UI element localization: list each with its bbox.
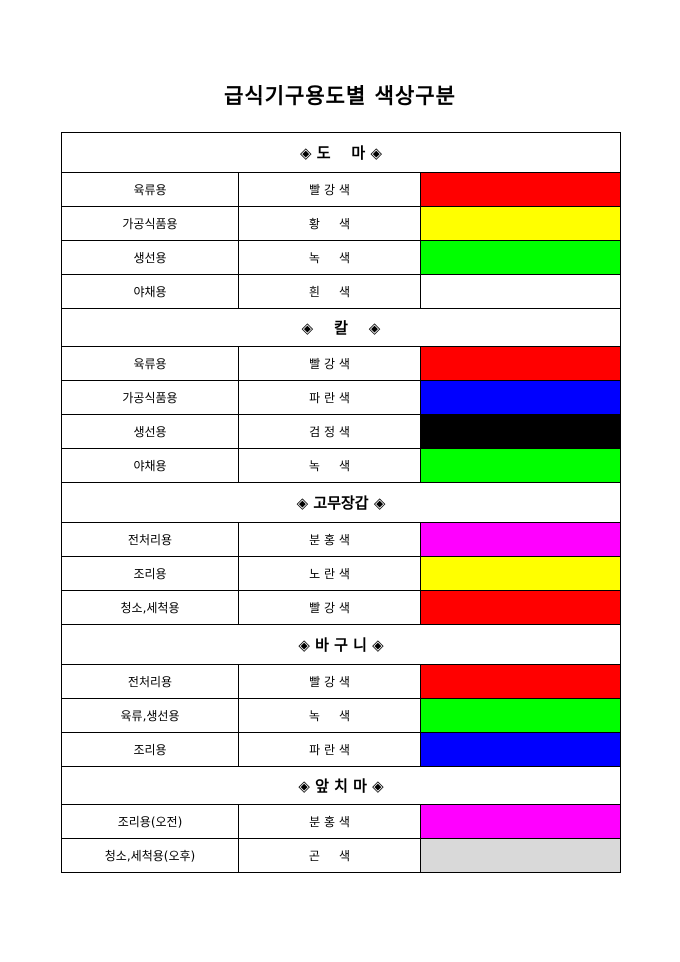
color-name-cell: 빨 강 색 xyxy=(238,664,421,699)
use-cell: 조리용 xyxy=(61,556,239,591)
table-row: 조리용 노 란 색 xyxy=(61,556,621,591)
color-name-cell: 곤 색 xyxy=(238,838,421,873)
color-name-cell: 황 색 xyxy=(238,206,421,241)
color-swatch xyxy=(420,274,621,309)
color-swatch xyxy=(420,590,621,625)
page-title: 급식기구용도별 색상구분 xyxy=(224,83,456,108)
section-header-row: ◈ 앞 치 마 ◈ xyxy=(61,766,621,805)
table-row: 육류용 빨 강 색 xyxy=(61,346,621,381)
color-name-cell: 파 란 색 xyxy=(238,380,421,415)
color-swatch xyxy=(420,414,621,449)
section-title: ◈ 바 구 니 ◈ xyxy=(61,624,621,665)
table-row: 조리용(오전) 분 홍 색 xyxy=(61,804,621,839)
table-row: 전처리용 빨 강 색 xyxy=(61,664,621,699)
use-cell: 가공식품용 xyxy=(61,206,239,241)
color-table: ◈ 도 마 ◈ 육류용 빨 강 색 가공식품용 황 색 생선용 녹 색 야채용 흰 색 ◈ 칼 ◈… xyxy=(61,132,621,873)
color-name-cell: 녹 색 xyxy=(238,448,421,483)
use-cell: 전처리용 xyxy=(61,664,239,699)
color-name-cell: 노 란 색 xyxy=(238,556,421,591)
color-name-cell: 녹 색 xyxy=(238,240,421,275)
color-name-cell: 녹 색 xyxy=(238,698,421,733)
section-title: ◈ 칼 ◈ xyxy=(61,308,621,347)
color-swatch xyxy=(420,732,621,767)
use-cell: 생선용 xyxy=(61,240,239,275)
use-cell: 청소,세척용 xyxy=(61,590,239,625)
color-name-cell: 빨 강 색 xyxy=(238,590,421,625)
table-row: 육류,생선용 녹 색 xyxy=(61,698,621,733)
table-row: 가공식품용 황 색 xyxy=(61,206,621,241)
section-title: ◈ 앞 치 마 ◈ xyxy=(61,766,621,805)
color-swatch xyxy=(420,664,621,699)
section-header-row: ◈ 바 구 니 ◈ xyxy=(61,624,621,665)
color-swatch xyxy=(420,522,621,557)
use-cell: 야채용 xyxy=(61,274,239,309)
color-swatch xyxy=(420,380,621,415)
color-swatch xyxy=(420,206,621,241)
color-swatch xyxy=(420,448,621,483)
table-row: 육류용 빨 강 색 xyxy=(61,172,621,207)
color-name-cell: 파 란 색 xyxy=(238,732,421,767)
use-cell: 생선용 xyxy=(61,414,239,449)
color-swatch xyxy=(420,240,621,275)
section-title: ◈ 도 마 ◈ xyxy=(61,132,621,173)
use-cell: 야채용 xyxy=(61,448,239,483)
color-swatch xyxy=(420,556,621,591)
table-row: 전처리용 분 홍 색 xyxy=(61,522,621,557)
table-row: 생선용 검 정 색 xyxy=(61,414,621,449)
table-row: 야채용 흰 색 xyxy=(61,274,621,309)
use-cell: 가공식품용 xyxy=(61,380,239,415)
color-swatch xyxy=(420,698,621,733)
section-title: ◈ 고무장갑 ◈ xyxy=(61,482,621,523)
color-name-cell: 흰 색 xyxy=(238,274,421,309)
color-name-cell: 분 홍 색 xyxy=(238,522,421,557)
table-row: 청소,세척용(오후) 곤 색 xyxy=(61,838,621,873)
table-row: 조리용 파 란 색 xyxy=(61,732,621,767)
color-name-cell: 분 홍 색 xyxy=(238,804,421,839)
use-cell: 육류용 xyxy=(61,172,239,207)
table-row: 청소,세척용 빨 강 색 xyxy=(61,590,621,625)
use-cell: 육류용 xyxy=(61,346,239,381)
color-name-cell: 빨 강 색 xyxy=(238,346,421,381)
color-swatch xyxy=(420,346,621,381)
section-header-row: ◈ 고무장갑 ◈ xyxy=(61,482,621,523)
color-swatch xyxy=(420,172,621,207)
use-cell: 육류,생선용 xyxy=(61,698,239,733)
section-header-row: ◈ 칼 ◈ xyxy=(61,308,621,347)
use-cell: 조리용(오전) xyxy=(61,804,239,839)
table-row: 가공식품용 파 란 색 xyxy=(61,380,621,415)
section-header-row: ◈ 도 마 ◈ xyxy=(61,132,621,173)
use-cell: 조리용 xyxy=(61,732,239,767)
color-name-cell: 검 정 색 xyxy=(238,414,421,449)
table-row: 야채용 녹 색 xyxy=(61,448,621,483)
use-cell: 청소,세척용(오후) xyxy=(61,838,239,873)
table-row: 생선용 녹 색 xyxy=(61,240,621,275)
color-swatch xyxy=(420,804,621,839)
use-cell: 전처리용 xyxy=(61,522,239,557)
color-swatch xyxy=(420,838,621,873)
color-name-cell: 빨 강 색 xyxy=(238,172,421,207)
